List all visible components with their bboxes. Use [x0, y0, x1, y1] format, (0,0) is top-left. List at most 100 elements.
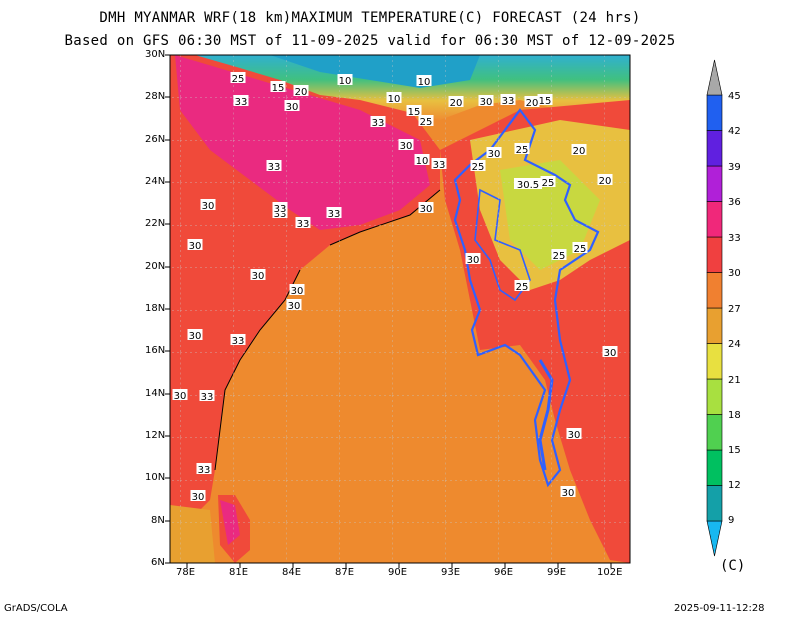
lon-label: 96E [494, 567, 514, 578]
contour-label: 30 [174, 391, 187, 402]
contour-label: 20 [526, 98, 539, 109]
colorbar-unit: (C) [720, 558, 746, 574]
contour-label: 30.5 [517, 180, 539, 191]
contour-label: 30 [400, 141, 413, 152]
contour-label: 30 [202, 201, 215, 212]
contour-label: 10 [416, 156, 429, 167]
lat-label: 30N [145, 49, 166, 60]
lat-label: 18N [145, 303, 166, 314]
contour-label: 25 [574, 244, 587, 255]
chart-subtitle: Based on GFS 06:30 MST of 11-09-2025 val… [64, 33, 676, 49]
contour-label: 25 [516, 282, 529, 293]
colorbar-swatch [706, 165, 723, 202]
lon-label: 78E [176, 567, 196, 578]
contour-label: 33 [232, 336, 245, 347]
contour-label: 30 [286, 102, 299, 113]
contour-label: 25 [472, 162, 485, 173]
contour-label: 15 [539, 96, 552, 107]
contour-label: 20 [295, 87, 308, 98]
lon-label: 84E [282, 567, 302, 578]
colorbar-label: 45 [728, 91, 741, 102]
lat-label: 28N [145, 91, 166, 102]
lat-label: 24N [145, 176, 166, 187]
contour-label: 30 [189, 331, 202, 342]
colorbar-swatch [706, 485, 723, 522]
contour-label: 30 [488, 149, 501, 160]
colorbar-high-arrow [706, 59, 723, 96]
contour-label: 15 [272, 83, 285, 94]
lon-label: 81E [229, 567, 249, 578]
footer-timestamp: 2025-09-11-12:28 [674, 603, 765, 614]
lat-label: 12N [145, 430, 166, 441]
colorbar-swatch [706, 272, 723, 309]
contour-label: 10 [388, 94, 401, 105]
colorbar-label: 18 [728, 410, 741, 421]
contour-label: 25 [232, 74, 245, 85]
contour-label: 10 [339, 76, 352, 87]
colorbar-label: 36 [728, 197, 741, 208]
lat-label: 14N [145, 388, 166, 399]
colorbar-label: 42 [728, 126, 741, 137]
contour-label: 30 [192, 492, 205, 503]
contour-label: 33 [433, 160, 446, 171]
contour-label: 10 [418, 77, 431, 88]
contour-label: 33 [372, 118, 385, 129]
colorbar-label: 33 [728, 233, 741, 244]
colorbar-label: 9 [728, 515, 735, 526]
lon-label: 99E [547, 567, 567, 578]
contour-label: 25 [542, 178, 555, 189]
contour-label: 33 [235, 97, 248, 108]
contour-label: 25 [553, 251, 566, 262]
chart-title: DMH MYANMAR WRF(18 km)MAXIMUM TEMPERATUR… [99, 10, 641, 26]
contour-label: 20 [599, 176, 612, 187]
contour-label: 30 [189, 241, 202, 252]
contour-label: 33 [268, 162, 281, 173]
colorbar-label: 21 [728, 375, 741, 386]
contour-label: 25 [516, 145, 529, 156]
lat-label: 20N [145, 261, 166, 272]
colorbar [706, 59, 723, 557]
colorbar-swatch [706, 94, 723, 131]
lat-label: 22N [145, 218, 166, 229]
lon-label: 102E [597, 567, 623, 578]
contour-label: 30 [480, 97, 493, 108]
colorbar-low-arrow [706, 520, 723, 557]
contour-label: 33 [201, 392, 214, 403]
colorbar-swatch [706, 130, 723, 167]
contour-label: 30 [604, 348, 617, 359]
lon-label: 87E [335, 567, 355, 578]
contour-label: 30 [562, 488, 575, 499]
contour-label: 30 [420, 204, 433, 215]
contour-label: 33 [297, 219, 310, 230]
colorbar-swatch [706, 343, 723, 380]
colorbar-swatch [706, 449, 723, 486]
colorbar-label: 30 [728, 268, 741, 279]
colorbar-swatch [706, 378, 723, 415]
contour-label: 33 [274, 209, 287, 220]
contour-label: 30 [568, 430, 581, 441]
contour-label: 33 [274, 204, 287, 215]
lat-label: 8N [151, 515, 165, 526]
contour-label: 30 [291, 286, 304, 297]
lat-label: 16N [145, 345, 166, 356]
contour-label: 30 [252, 271, 265, 282]
lon-label: 90E [388, 567, 408, 578]
colorbar-swatch [706, 236, 723, 273]
colorbar-label: 27 [728, 304, 741, 315]
lat-label: 26N [145, 134, 166, 145]
lat-label: 6N [151, 557, 165, 568]
contour-label: 15 [408, 107, 421, 118]
contour-label: 20 [450, 98, 463, 109]
colorbar-swatch [706, 414, 723, 451]
contour-label: 33 [502, 96, 515, 107]
footer-credit: GrADS/COLA [4, 603, 68, 614]
lat-label: 10N [145, 472, 166, 483]
colorbar-label: 12 [728, 480, 741, 491]
contour-label: 30 [288, 301, 301, 312]
lon-label: 93E [441, 567, 461, 578]
contour-label: 30 [467, 255, 480, 266]
contour-label: 33 [198, 465, 211, 476]
contour-label: 25 [420, 117, 433, 128]
colorbar-label: 24 [728, 339, 741, 350]
